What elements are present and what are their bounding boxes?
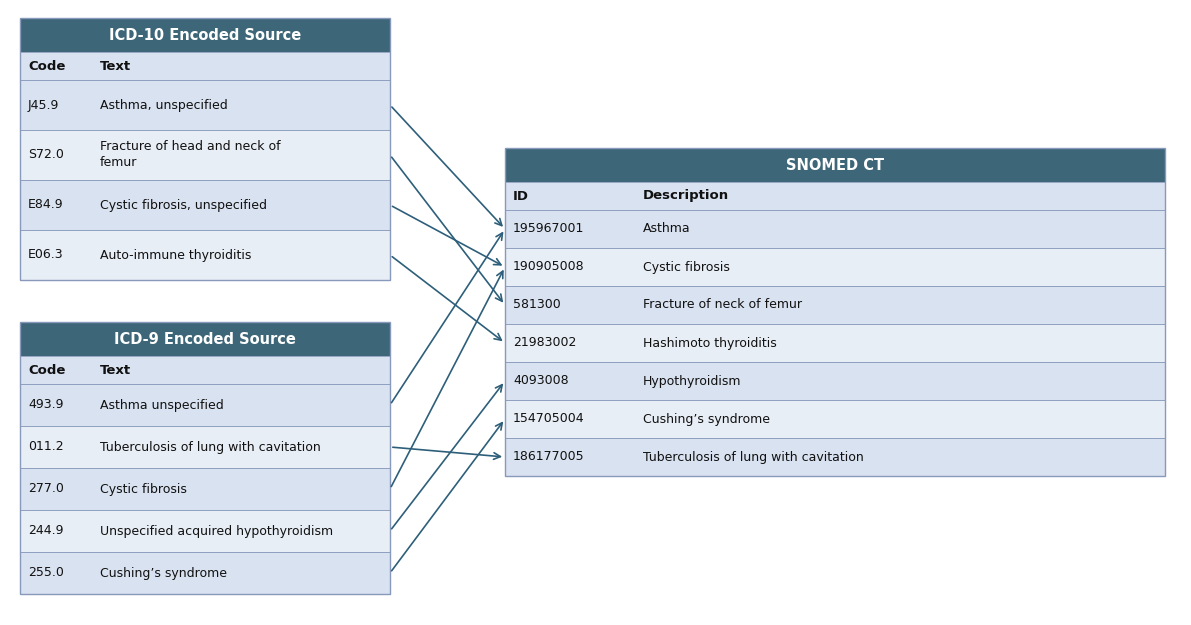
Text: ICD-10 Encoded Source: ICD-10 Encoded Source: [108, 28, 301, 43]
Bar: [505, 362, 1165, 400]
Text: 581300: 581300: [513, 299, 561, 311]
Text: 4093008: 4093008: [513, 374, 568, 388]
Text: Asthma, unspecified: Asthma, unspecified: [100, 99, 227, 111]
Bar: [20, 356, 389, 384]
Bar: [505, 182, 1165, 210]
Text: 186177005: 186177005: [513, 451, 585, 464]
Bar: [505, 286, 1165, 324]
Text: Hashimoto thyroiditis: Hashimoto thyroiditis: [643, 336, 777, 349]
Text: Unspecified acquired hypothyroidism: Unspecified acquired hypothyroidism: [100, 524, 333, 538]
Text: 277.0: 277.0: [29, 482, 64, 496]
Text: Description: Description: [643, 189, 729, 202]
Text: 011.2: 011.2: [29, 441, 63, 454]
Bar: [505, 324, 1165, 362]
Text: Tuberculosis of lung with cavitation: Tuberculosis of lung with cavitation: [100, 441, 320, 454]
Bar: [20, 322, 389, 594]
Text: Tuberculosis of lung with cavitation: Tuberculosis of lung with cavitation: [643, 451, 863, 464]
Bar: [20, 18, 389, 52]
Bar: [505, 210, 1165, 248]
Text: ICD-9 Encoded Source: ICD-9 Encoded Source: [114, 331, 295, 346]
Bar: [20, 230, 389, 280]
Bar: [20, 510, 389, 552]
Text: Text: Text: [100, 59, 131, 72]
Text: Cystic fibrosis: Cystic fibrosis: [100, 482, 187, 496]
Text: 154705004: 154705004: [513, 412, 585, 426]
Text: Text: Text: [100, 364, 131, 376]
Text: E06.3: E06.3: [29, 249, 63, 261]
Bar: [20, 18, 389, 280]
Text: Asthma unspecified: Asthma unspecified: [100, 399, 224, 411]
Text: Hypothyroidism: Hypothyroidism: [643, 374, 742, 388]
Bar: [20, 468, 389, 510]
Bar: [505, 248, 1165, 286]
Text: 244.9: 244.9: [29, 524, 63, 538]
Bar: [505, 148, 1165, 182]
Text: 190905008: 190905008: [513, 261, 585, 274]
Text: Code: Code: [29, 59, 66, 72]
Text: Cystic fibrosis: Cystic fibrosis: [643, 261, 730, 274]
Bar: [20, 322, 389, 356]
Text: Cushing’s syndrome: Cushing’s syndrome: [643, 412, 771, 426]
Bar: [505, 400, 1165, 438]
Bar: [505, 148, 1165, 476]
Text: SNOMED CT: SNOMED CT: [786, 158, 884, 172]
Bar: [505, 438, 1165, 476]
Bar: [20, 426, 389, 468]
Text: Cystic fibrosis, unspecified: Cystic fibrosis, unspecified: [100, 199, 267, 211]
Text: Fracture of head and neck of
femur: Fracture of head and neck of femur: [100, 141, 281, 169]
Text: J45.9: J45.9: [29, 99, 60, 111]
Text: 195967001: 195967001: [513, 222, 585, 236]
Text: Auto-immune thyroiditis: Auto-immune thyroiditis: [100, 249, 251, 261]
Bar: [20, 552, 389, 594]
Text: Fracture of neck of femur: Fracture of neck of femur: [643, 299, 802, 311]
Bar: [20, 80, 389, 130]
Bar: [20, 52, 389, 80]
Text: Asthma: Asthma: [643, 222, 691, 236]
Bar: [20, 180, 389, 230]
Text: 255.0: 255.0: [29, 566, 64, 579]
Text: S72.0: S72.0: [29, 149, 64, 161]
Text: 493.9: 493.9: [29, 399, 63, 411]
Text: Code: Code: [29, 364, 66, 376]
Text: Cushing’s syndrome: Cushing’s syndrome: [100, 566, 227, 579]
Bar: [20, 384, 389, 426]
Bar: [20, 130, 389, 180]
Text: E84.9: E84.9: [29, 199, 63, 211]
Text: ID: ID: [513, 189, 529, 202]
Text: 21983002: 21983002: [513, 336, 576, 349]
